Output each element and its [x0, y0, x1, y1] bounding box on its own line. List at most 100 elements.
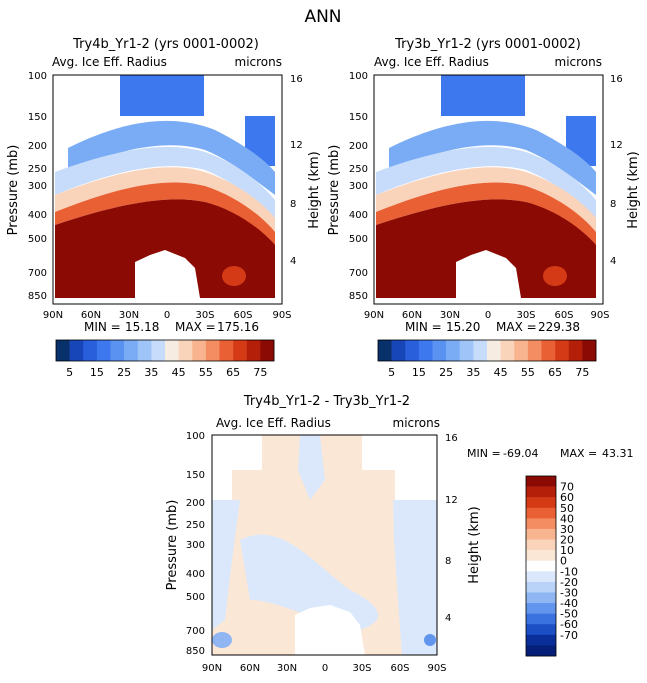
tick-label: 300: [186, 540, 205, 551]
tick-label: 8: [290, 199, 296, 210]
tick-label: 250: [349, 164, 368, 175]
colorbar-diff-swatch: [526, 528, 556, 540]
tick-label: 30N: [440, 310, 460, 321]
tick-label: 12: [445, 495, 458, 506]
colorbar-diff-label: -10: [560, 565, 578, 578]
colorbar-top-right-swatch: [555, 340, 570, 361]
colorbar-diff-swatch: [526, 571, 556, 583]
pressure-ticks: 100 150 200 250 300 400 500 700 850: [28, 71, 47, 302]
masked-upper-right: [362, 435, 437, 500]
tick-label: 400: [186, 569, 205, 580]
colorbar-diff-label: -70: [560, 629, 578, 642]
colorbar-diff-swatch: [526, 560, 556, 572]
colorbar-top-left-label: 65: [226, 366, 240, 379]
colorbar-diff-label: 20: [560, 534, 574, 547]
masked-surface-region: [295, 605, 365, 655]
colorbar-diff-swatch: [526, 539, 556, 551]
panel-title: Try4b_Yr1-2 (yrs 0001-0002): [72, 37, 259, 52]
tick-label: 30N: [277, 663, 297, 674]
height-ticks: 16 12 8 4: [290, 74, 303, 267]
tick-label: 700: [349, 268, 368, 279]
tick-label: 700: [28, 268, 47, 279]
colorbar-top-right-label: 65: [548, 366, 562, 379]
colorbar-top-right-swatch: [473, 340, 488, 361]
plot-area: 100 150 200 250 300 400 500 700 850 16 1…: [186, 431, 458, 674]
max-label: MAX =: [175, 320, 216, 334]
masked-surface-region: [135, 250, 200, 298]
colorbar-top-left-swatch: [260, 340, 275, 361]
colorbar-top-left-swatch: [83, 340, 98, 361]
colorbar-diff-swatch: [526, 634, 556, 646]
units-label: microns: [393, 416, 441, 430]
colorbar-top-right: 5 15 25 35 45 55 65 75: [377, 339, 597, 379]
contour-neg-right: [393, 500, 437, 655]
colorbar-top-left-label: 35: [144, 366, 158, 379]
contour-local-max: [543, 266, 567, 286]
tick-label: 30S: [516, 310, 535, 321]
tick-label: 300: [349, 181, 368, 192]
colorbar-top-left-swatch: [219, 340, 234, 361]
min-label: MIN =: [405, 320, 442, 334]
tick-label: 100: [28, 71, 47, 82]
tick-label: 500: [186, 592, 205, 603]
contour-blue-band: [389, 120, 596, 195]
colorbar-diff-swatch: [526, 497, 556, 509]
colorbar-top-left-swatch: [56, 340, 70, 361]
tick-label: 12: [290, 140, 303, 151]
colorbar-diff-label: 0: [560, 555, 567, 568]
tick-label: 30N: [119, 310, 139, 321]
tick-label: 60N: [402, 310, 422, 321]
colorbar-top-left-label: 55: [199, 366, 213, 379]
min-label: MIN =: [84, 320, 121, 334]
panel-title: Try3b_Yr1-2 (yrs 0001-0002): [394, 37, 581, 52]
tick-label: 0: [164, 310, 170, 321]
pressure-ticks: 100 150 200 250 300 400 500 700 850: [186, 431, 205, 657]
colorbar-diff-swatch: [526, 603, 556, 614]
tick-label: 100: [186, 431, 205, 442]
tick-label: 8: [445, 556, 451, 567]
colorbar-diff-swatch: [526, 613, 556, 625]
colorbar-top-right-label: 25: [439, 366, 453, 379]
pressure-ticks: 100 150 200 250 300 400 500 700 850: [349, 71, 368, 302]
min-value: -69.04: [503, 447, 538, 460]
colorbar-top-left-label: 45: [172, 366, 186, 379]
tick-label: 150: [186, 470, 205, 481]
colorbar-top-left-label: 25: [117, 366, 131, 379]
contour-neg-strong-right: [424, 634, 436, 646]
plot-frame: [373, 74, 604, 305]
contour-local-max: [222, 266, 246, 286]
colorbar-top-left-label: 75: [253, 366, 267, 379]
y-axis-label: Pressure (mb): [6, 145, 21, 236]
colorbar-diff-label: -30: [560, 586, 578, 599]
colorbar-top-left-swatch: [192, 340, 207, 361]
units-label: microns: [555, 55, 603, 69]
tick-label: 60N: [81, 310, 101, 321]
plot-frame: [52, 74, 283, 305]
plot-area: 100 150 200 250 300 400 500 700 850 16 1…: [349, 71, 623, 321]
tick-label: 8: [610, 199, 616, 210]
colorbar-top-right-swatch: [514, 340, 529, 361]
colorbar-top-right-swatch: [378, 340, 392, 361]
colorbar-diff-label: -40: [560, 597, 578, 610]
colorbar-top-right-swatch: [582, 340, 597, 361]
max-label: MAX =: [496, 320, 537, 334]
tick-label: 90N: [202, 663, 222, 674]
lat-ticks: 90N 60N 30N 0 30S 60S 90S: [43, 310, 292, 321]
colorbar-diff-swatch: [526, 507, 556, 519]
tick-label: 16: [610, 74, 623, 85]
min-label: MIN =: [467, 447, 501, 460]
colorbar-top-left-swatch: [96, 340, 111, 361]
contour-dark-red-region: [55, 199, 275, 298]
y-axis-label-right: Height (km): [626, 151, 641, 228]
colorbar-top-left-swatch: [110, 340, 125, 361]
tick-label: 16: [290, 74, 303, 85]
contour-blue-band: [68, 120, 275, 195]
colorbar-diff-label: -50: [560, 608, 578, 621]
tick-label: 90S: [590, 310, 609, 321]
colorbar-diff-label: 30: [560, 523, 574, 536]
contour-orange-band: [376, 182, 596, 245]
colorbar-top-left-swatch: [69, 340, 84, 361]
tick-label: 200: [186, 498, 205, 509]
max-value: 229.38: [538, 320, 580, 334]
